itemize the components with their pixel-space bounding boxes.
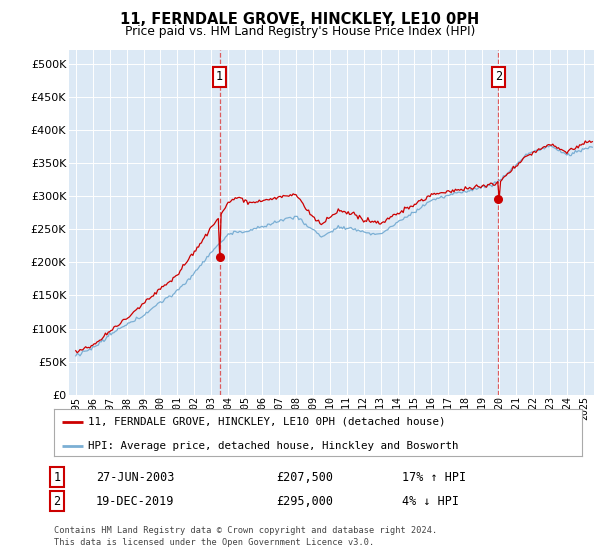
Text: 11, FERNDALE GROVE, HINCKLEY, LE10 0PH (detached house): 11, FERNDALE GROVE, HINCKLEY, LE10 0PH (… xyxy=(88,417,446,427)
Text: 4% ↓ HPI: 4% ↓ HPI xyxy=(402,494,459,508)
Text: 17% ↑ HPI: 17% ↑ HPI xyxy=(402,470,466,484)
Text: 1: 1 xyxy=(53,470,61,484)
Text: 2: 2 xyxy=(53,494,61,508)
Text: 27-JUN-2003: 27-JUN-2003 xyxy=(96,470,175,484)
Text: £207,500: £207,500 xyxy=(276,470,333,484)
Text: HPI: Average price, detached house, Hinckley and Bosworth: HPI: Average price, detached house, Hinc… xyxy=(88,441,459,451)
Text: This data is licensed under the Open Government Licence v3.0.: This data is licensed under the Open Gov… xyxy=(54,538,374,547)
Text: 11, FERNDALE GROVE, HINCKLEY, LE10 0PH: 11, FERNDALE GROVE, HINCKLEY, LE10 0PH xyxy=(121,12,479,27)
Text: 1: 1 xyxy=(216,71,223,83)
Text: 19-DEC-2019: 19-DEC-2019 xyxy=(96,494,175,508)
Text: £295,000: £295,000 xyxy=(276,494,333,508)
Text: 2: 2 xyxy=(495,71,502,83)
Text: Price paid vs. HM Land Registry's House Price Index (HPI): Price paid vs. HM Land Registry's House … xyxy=(125,25,475,38)
Text: Contains HM Land Registry data © Crown copyright and database right 2024.: Contains HM Land Registry data © Crown c… xyxy=(54,526,437,535)
